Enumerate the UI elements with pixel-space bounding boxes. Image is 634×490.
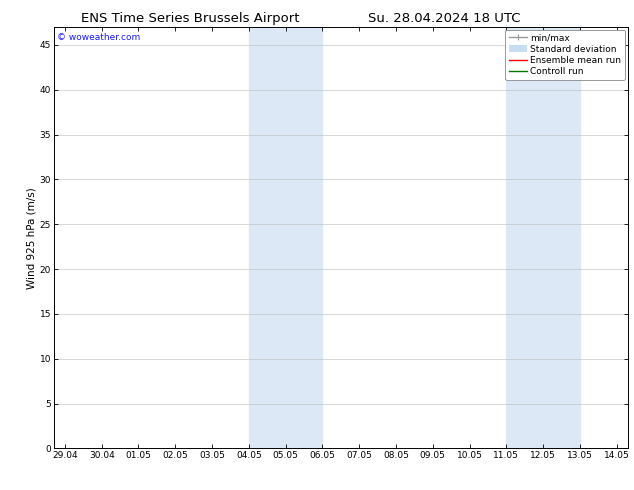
Legend: min/max, Standard deviation, Ensemble mean run, Controll run: min/max, Standard deviation, Ensemble me…: [505, 30, 625, 80]
Text: Su. 28.04.2024 18 UTC: Su. 28.04.2024 18 UTC: [368, 12, 520, 25]
Y-axis label: Wind 925 hPa (m/s): Wind 925 hPa (m/s): [27, 187, 37, 289]
Text: ENS Time Series Brussels Airport: ENS Time Series Brussels Airport: [81, 12, 299, 25]
Text: © woweather.com: © woweather.com: [57, 33, 140, 42]
Bar: [249, 27, 322, 448]
Bar: [507, 27, 580, 448]
